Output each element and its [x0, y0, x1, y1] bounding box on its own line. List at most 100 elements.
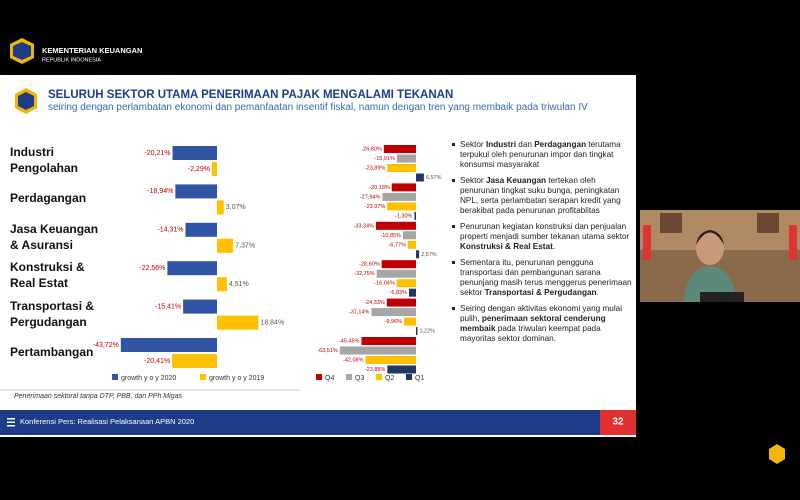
bullet-text: .: [596, 288, 599, 297]
category-label: Pertambangan: [10, 345, 94, 359]
slide-logo: [15, 88, 37, 114]
legend-label: Q4: [325, 375, 334, 382]
value-label: -20,41%: [144, 358, 170, 365]
menu-icon: [7, 418, 15, 427]
bar: [407, 240, 416, 249]
bullet-text: .: [552, 242, 556, 251]
bar: [383, 145, 416, 153]
value-label: -24,33%: [364, 300, 385, 306]
bar: [416, 250, 420, 259]
bullet-list: Sektor Industri dan Perdagangan terutama…: [452, 140, 632, 350]
legend-swatch: [406, 374, 412, 380]
value-label: -22,56%: [139, 265, 165, 272]
bar: [382, 192, 416, 201]
footnote: Penerimaan sektoral tanpa DTP, PBB, dan …: [14, 393, 182, 400]
value-label: -15,41%: [155, 303, 181, 310]
bar: [217, 277, 227, 292]
bullet: Sektor Industri dan Perdagangan terutama…: [452, 140, 632, 170]
value-label: -16,04%: [374, 281, 395, 287]
footer-bar: [0, 410, 600, 435]
legend-label: growth y o y 2020: [121, 375, 176, 382]
value-label: -27,94%: [360, 194, 381, 200]
bar: [387, 365, 416, 374]
value-label: -45,45%: [339, 338, 360, 344]
bar: [172, 146, 217, 160]
bar: [396, 154, 416, 163]
value-label: -28,60%: [359, 262, 380, 268]
value-label: -20,21%: [144, 150, 170, 157]
value-label: -37,14%: [349, 310, 370, 316]
bar: [416, 327, 418, 336]
legend-swatch: [346, 374, 352, 380]
bullet-text: Jasa Keuangan: [485, 176, 547, 185]
bar: [172, 354, 217, 368]
bullet-text: Sektor: [460, 176, 486, 185]
legend-swatch: [112, 374, 118, 380]
value-label: 7,37%: [235, 243, 255, 250]
bar: [416, 173, 424, 182]
value-label: -14,31%: [157, 227, 183, 234]
category-label: Konstruksi & Real Estat: [10, 260, 85, 291]
org: KEMENTERIAN KEUANGAN: [42, 46, 142, 55]
category-label: Transportasi & Pergudangan: [10, 298, 95, 329]
value-label: -42,08%: [343, 357, 364, 363]
bar: [402, 231, 416, 240]
value-label: 3,07%: [226, 204, 246, 211]
bar: [414, 211, 416, 220]
value-label: -23,88%: [365, 367, 386, 373]
value-label: -15,91%: [374, 156, 395, 162]
legend-label: Q3: [355, 375, 364, 382]
bullet-text: Sektor: [460, 140, 486, 149]
value-label: -6,77%: [388, 242, 406, 248]
value-label: -1,30%: [395, 213, 413, 219]
bullet-text: pada triwulan keempat pada mayoritas sek…: [460, 324, 601, 343]
bar: [386, 298, 416, 307]
bar: [217, 200, 224, 215]
bullet-text: Penurunan kegiatan konstruksi dan penjua…: [460, 222, 630, 241]
legend-swatch: [200, 374, 206, 380]
value-label: 6,57%: [426, 175, 442, 181]
bullet-text: penerimaan sektoral cenderung membaik: [460, 314, 606, 333]
legend-swatch: [316, 374, 322, 380]
bullet-text: Konstruksi & Real Estat: [460, 242, 553, 251]
value-label: -9,96%: [385, 319, 403, 325]
bar: [185, 222, 217, 237]
bar: [183, 299, 217, 314]
bar: [387, 202, 416, 211]
bar: [387, 164, 416, 172]
bar: [217, 238, 234, 253]
legend-label: Q1: [415, 375, 424, 382]
bar: [175, 184, 217, 199]
bar: [396, 279, 416, 288]
slide-title: SELURUH SEKTOR UTAMA PENERIMAAN PAJAK ME…: [48, 89, 453, 101]
value-label: -33,34%: [353, 223, 374, 229]
bullet-text: terutama terpukul oleh penurunan impor d…: [460, 140, 621, 169]
value-label: -63,51%: [317, 348, 338, 354]
bullet-text: tertekan oleh penurunan tingkat suku bun…: [460, 176, 621, 215]
value-label: -20,18%: [369, 185, 390, 191]
category-label: Jasa Keuangan & Asuransi: [10, 221, 99, 252]
bar: [409, 288, 416, 297]
bullet-text: Industri: [485, 140, 516, 149]
value-label: -2,29%: [188, 166, 210, 173]
category-label: Perdagangan: [10, 191, 87, 206]
bullet: Sektor Jasa Keuangan tertekan oleh penur…: [452, 176, 632, 216]
bar: [376, 269, 416, 278]
bar: [381, 260, 416, 269]
video-feed: [640, 210, 800, 302]
bullet-text: dan: [515, 140, 535, 149]
value-label: -23,89%: [365, 165, 386, 171]
bullet: Sementara itu, penurunan pengguna transp…: [452, 258, 632, 298]
legend-label: Q2: [385, 375, 394, 382]
bullet-text: Seiring dengan aktivitas ekonomi yang mu…: [460, 304, 623, 323]
bar: [404, 317, 416, 326]
value-label: 4,51%: [229, 281, 249, 288]
corner-logo: [769, 444, 785, 464]
value-label: -23,97%: [365, 204, 386, 210]
page-number: 32: [612, 417, 624, 428]
bullet-text: Sementara itu, penurunan pengguna transp…: [460, 258, 632, 297]
legend-label: growth y o y 2019: [209, 375, 264, 382]
bar: [339, 346, 416, 355]
value-label: -10,85%: [380, 233, 401, 239]
value-label: -32,75%: [354, 271, 375, 277]
